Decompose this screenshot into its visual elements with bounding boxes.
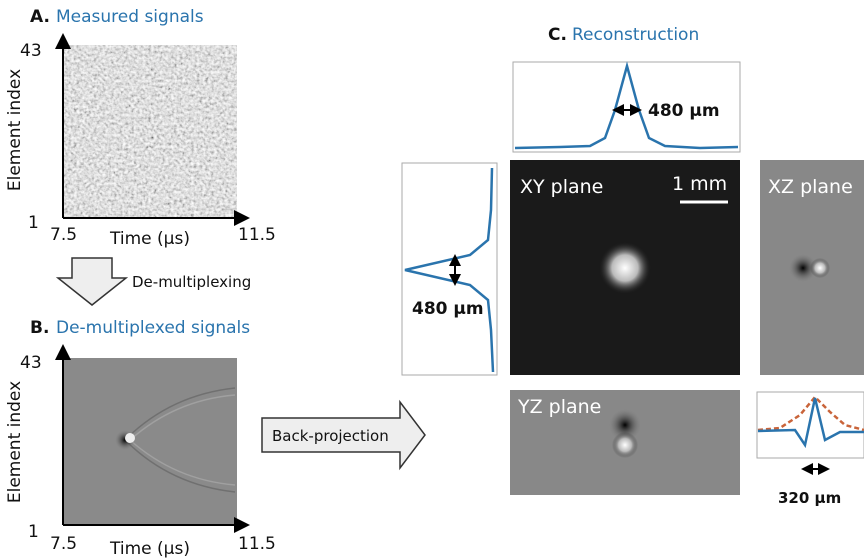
y-top-label: 43 <box>20 41 42 61</box>
x-axis-label: Time (μs) <box>109 229 190 249</box>
panel-label: B. <box>30 318 49 338</box>
y-bottom-label: 1 <box>28 213 39 233</box>
scale-bar-label: 1 mm <box>672 173 727 195</box>
source-bright <box>125 433 135 443</box>
yz-bright <box>612 432 638 458</box>
panel-title: Measured signals <box>56 7 204 27</box>
down-arrow <box>58 258 126 305</box>
panel-label: C. <box>548 25 567 45</box>
x-right-label: 11.5 <box>238 225 276 245</box>
x-left-label: 7.5 <box>50 225 77 245</box>
panel-title: De-multiplexed signals <box>56 318 250 338</box>
y-axis-label: Element index <box>5 69 25 191</box>
plane-label: XY plane <box>520 176 603 198</box>
x-axis-label: Time (μs) <box>109 539 190 559</box>
width-label: 320 μm <box>778 489 841 507</box>
y-bottom-label: 1 <box>28 522 39 542</box>
y-axis-label: Element index <box>5 381 25 503</box>
demultiplexed-image <box>63 358 237 525</box>
plane-label: YZ plane <box>517 396 601 418</box>
measured-signals-image <box>63 45 237 218</box>
arrow-label: Back-projection <box>272 427 389 445</box>
figure: A. Measured signals 43 1 Element index 7… <box>0 0 864 559</box>
arrow-label: De-multiplexing <box>132 273 251 291</box>
y-top-label: 43 <box>20 353 42 373</box>
panel-title: Reconstruction <box>572 25 699 45</box>
plane-label: XZ plane <box>768 176 853 198</box>
left-profile-box <box>402 163 497 375</box>
x-left-label: 7.5 <box>50 534 77 554</box>
xy-spot <box>599 242 651 294</box>
width-label: 480 μm <box>648 101 720 121</box>
width-label: 480 μm <box>412 299 484 319</box>
panel-label: A. <box>30 7 50 27</box>
xz-bright <box>810 258 830 278</box>
x-right-label: 11.5 <box>238 534 276 554</box>
